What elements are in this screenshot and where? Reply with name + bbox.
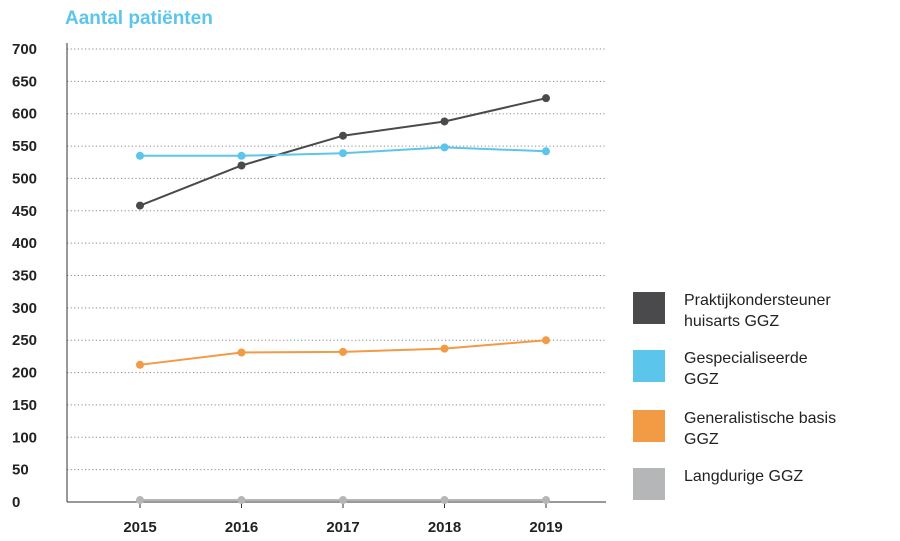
data-point <box>339 496 347 505</box>
y-tick-label: 550 <box>12 138 37 155</box>
data-point <box>542 496 550 505</box>
data-point <box>542 94 550 103</box>
data-point <box>136 201 144 210</box>
legend-swatch <box>633 468 665 500</box>
y-tick-label: 100 <box>12 429 37 446</box>
legend-label: Praktijkondersteuner <box>684 292 831 309</box>
y-tick-label: 700 <box>12 41 37 58</box>
data-point <box>136 360 144 369</box>
legend-label: GGZ <box>684 431 719 448</box>
series-group <box>136 94 550 505</box>
legend-item: Gespecialiseerde GGZ <box>633 350 808 388</box>
legend-item: Generalistische basis GGZ <box>633 410 836 448</box>
x-tick-label: 2016 <box>225 519 258 536</box>
y-tick-label: 350 <box>12 268 37 285</box>
chart-title: Aantal patiënten <box>65 8 213 29</box>
y-tick-label: 250 <box>12 332 37 349</box>
y-tick-label: 450 <box>12 203 37 220</box>
x-axis-ticks: 2015 2016 2017 2018 2019 <box>123 502 563 536</box>
legend-label: Generalistische basis <box>684 410 836 427</box>
legend-item: Langdurige GGZ <box>633 468 803 500</box>
data-point <box>339 131 347 140</box>
data-point <box>440 496 449 505</box>
legend-swatch <box>633 292 665 324</box>
y-tick-label: 650 <box>12 73 37 90</box>
series-2 <box>136 336 550 369</box>
data-point <box>237 496 246 505</box>
legend-swatch <box>633 350 665 382</box>
data-point <box>237 161 246 170</box>
y-tick-label: 200 <box>12 365 37 382</box>
series-1 <box>136 143 550 160</box>
data-point <box>542 147 550 156</box>
axes <box>66 43 606 503</box>
legend-label: Langdurige GGZ <box>684 468 803 485</box>
x-tick-label: 2017 <box>326 519 359 536</box>
x-tick-label: 2019 <box>529 519 562 536</box>
y-tick-label: 150 <box>12 397 37 414</box>
y-tick-label: 500 <box>12 170 37 187</box>
data-point <box>440 143 449 152</box>
x-tick-label: 2015 <box>123 519 156 536</box>
data-point <box>339 347 347 356</box>
legend: Praktijkondersteuner huisarts GGZ Gespecia… <box>633 292 836 500</box>
grid-lines <box>67 48 606 471</box>
y-tick-label: 600 <box>12 106 37 123</box>
data-point <box>237 151 246 160</box>
y-tick-label: 50 <box>12 462 29 479</box>
y-tick-label: 400 <box>12 235 37 252</box>
data-point <box>136 151 144 160</box>
series-0 <box>136 94 550 210</box>
data-point <box>542 336 550 345</box>
data-point <box>440 117 449 126</box>
legend-item: Praktijkondersteuner huisarts GGZ <box>633 292 831 330</box>
series-3 <box>136 496 550 505</box>
y-tick-label: 300 <box>12 300 37 317</box>
data-point <box>136 496 144 505</box>
data-point <box>339 149 347 158</box>
legend-label: Gespecialiseerde <box>684 350 808 367</box>
x-tick-label: 2018 <box>428 519 461 536</box>
legend-label: huisarts GGZ <box>684 313 779 330</box>
legend-swatch <box>633 410 665 442</box>
data-point <box>237 348 246 357</box>
y-tick-label: 0 <box>12 494 20 511</box>
data-point <box>440 344 449 353</box>
y-axis-ticks: 0 50 100 150 200 250 300 350 400 450 500 550 600 650 7… <box>12 41 37 511</box>
legend-label: GGZ <box>684 371 719 388</box>
